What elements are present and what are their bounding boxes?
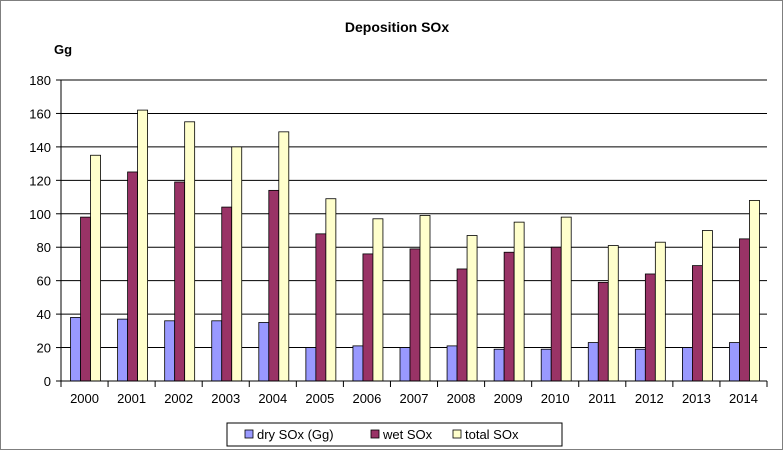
bar	[503, 251, 515, 382]
legend-swatch	[452, 429, 462, 439]
bar	[739, 238, 750, 382]
bar	[682, 347, 693, 382]
bar	[258, 322, 270, 382]
y-tick-label: 40	[37, 307, 51, 322]
bar	[540, 348, 552, 382]
bar	[513, 221, 525, 382]
bar	[749, 199, 760, 382]
bar	[70, 317, 81, 382]
bar	[466, 235, 478, 382]
x-tick-label: 2009	[494, 391, 523, 406]
bar	[493, 348, 505, 382]
bar	[117, 318, 128, 382]
x-tick-label: 2006	[352, 391, 381, 406]
bar	[164, 320, 176, 382]
y-tick-label: 80	[37, 240, 51, 255]
bar	[80, 216, 91, 382]
bar	[560, 216, 572, 382]
axes: 0 20 40 60 80 100 120 140 160 180 2000 2001 2002 2003…	[29, 73, 768, 406]
legend-label: total SOx	[465, 427, 519, 442]
bar	[644, 273, 656, 382]
bar	[90, 154, 101, 382]
x-tick-label: 2001	[117, 391, 146, 406]
x-tick-label: 2004	[258, 391, 287, 406]
bar	[419, 215, 431, 382]
bar	[634, 348, 646, 382]
x-tick-label: 2002	[164, 391, 193, 406]
y-tick-label: 180	[29, 73, 51, 88]
bar	[278, 131, 290, 382]
y-tick-label: 100	[29, 207, 51, 222]
x-tick-label: 2013	[682, 391, 711, 406]
bars	[70, 109, 760, 382]
x-tick-label: 2007	[400, 391, 429, 406]
legend-box	[226, 422, 563, 447]
bar	[702, 230, 713, 382]
legend-swatch	[244, 429, 254, 439]
bar	[587, 342, 599, 382]
x-tick-label: 2000	[70, 391, 99, 406]
legend: dry SOx (Gg) wet SOx total SOx	[226, 422, 563, 447]
bar	[174, 181, 186, 382]
bar	[362, 253, 374, 382]
y-tick-label: 160	[29, 106, 51, 121]
bar	[127, 171, 138, 382]
x-tick-label: 2005	[305, 391, 334, 406]
bar	[352, 345, 364, 382]
bar	[550, 246, 562, 382]
y-tick-label: 140	[29, 140, 51, 155]
bar	[221, 206, 233, 382]
y-tick-label: 0	[44, 374, 51, 389]
legend-swatch	[370, 429, 380, 439]
legend-label: wet SOx	[382, 427, 433, 442]
bar	[184, 121, 196, 382]
bar	[729, 342, 740, 382]
x-tick-label: 2014	[729, 391, 758, 406]
bar	[315, 233, 327, 382]
x-tick-label: 2010	[541, 391, 570, 406]
bar	[446, 345, 458, 382]
bar	[607, 245, 619, 382]
bar	[372, 218, 384, 382]
bar	[654, 241, 666, 382]
x-tick-label: 2003	[211, 391, 240, 406]
bar	[325, 198, 337, 382]
bar	[231, 146, 243, 382]
x-tick-label: 2008	[447, 391, 476, 406]
chart-title: Deposition SOx	[345, 19, 449, 35]
x-tick-label: 2012	[635, 391, 664, 406]
bar	[456, 268, 468, 382]
x-tick-label: 2011	[588, 391, 616, 406]
bar	[597, 281, 609, 382]
bar	[268, 189, 280, 382]
bar	[409, 248, 421, 382]
bar	[399, 347, 411, 382]
y-tick-label: 20	[37, 341, 51, 356]
y-tick-label: 120	[29, 173, 51, 188]
legend-label: dry SOx (Gg)	[257, 427, 334, 442]
y-axis-label: Gg	[54, 42, 72, 57]
bar	[305, 347, 317, 382]
bar	[211, 320, 223, 382]
y-tick-label: 60	[37, 274, 51, 289]
bar	[692, 265, 703, 382]
bar	[137, 109, 149, 382]
